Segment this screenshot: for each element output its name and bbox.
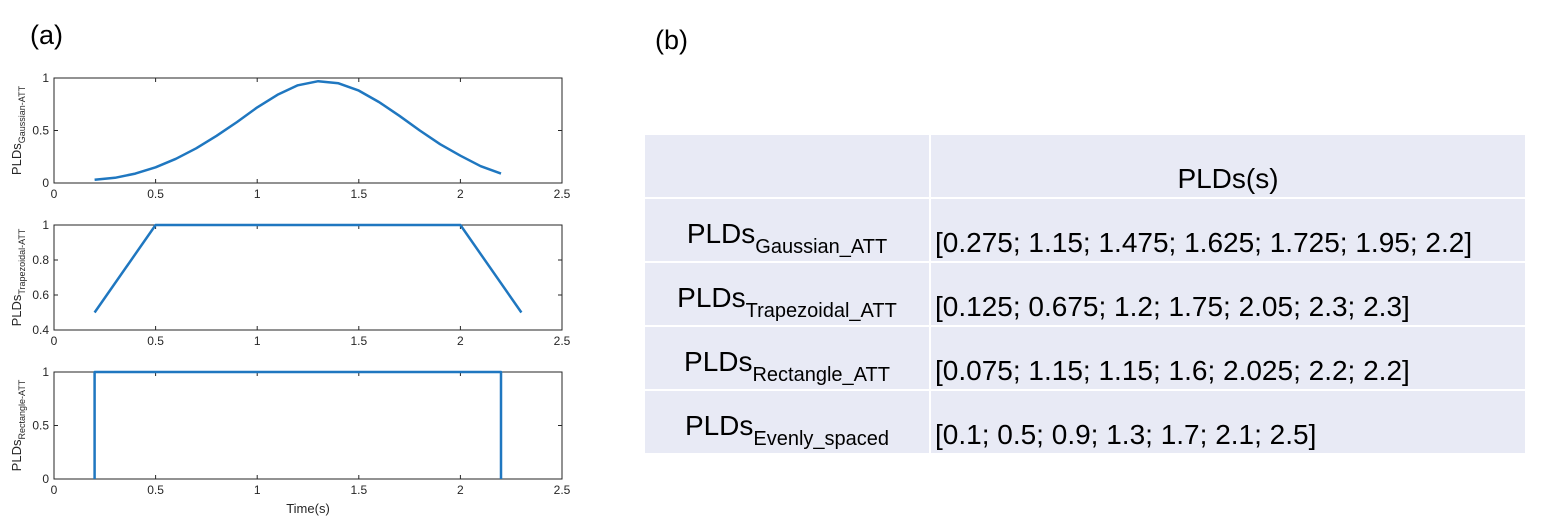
row-name-main: PLDs [684, 410, 754, 441]
y-tick-label: 0.4 [32, 323, 49, 337]
y-tick-label: 0 [42, 472, 49, 486]
x-tick-label: 2 [457, 187, 464, 201]
x-tick-label: 1 [254, 187, 261, 201]
line-plots: 0 0.5 1 1.5 2 2.5 0 0.5 1 PLDsGaussian-ATT 0 0.5 1 1.… [9, 71, 571, 516]
x-tick-label: 2.5 [554, 187, 571, 201]
y-tick-label: 0.8 [32, 253, 49, 267]
row-value-cell: [0.275; 1.15; 1.475; 1.625; 1.725; 1.95;… [929, 197, 1527, 263]
x-tick-label: 1 [254, 483, 261, 497]
row-name-cell: PLDsEvenly_spaced [643, 389, 931, 455]
y-tick-label: 1 [42, 71, 49, 85]
row-name-sub: Trapezoidal_ATT [745, 300, 897, 322]
x-tick-label: 2.5 [554, 334, 571, 348]
y-axis-label: PLDsTrapezoidal-ATT [9, 228, 27, 326]
y-tick-label: 0.5 [32, 419, 49, 433]
y-tick-label: 0.5 [32, 124, 49, 138]
x-tick-label: 0.5 [147, 483, 164, 497]
x-tick-label: 1.5 [350, 334, 367, 348]
row-value-cell: [0.1; 0.5; 0.9; 1.3; 1.7; 2.1; 2.5] [929, 389, 1527, 455]
table-row: PLDsEvenly_spaced [0.1; 0.5; 0.9; 1.3; 1… [643, 389, 1527, 455]
x-tick-label: 0.5 [147, 334, 164, 348]
y-tick-label: 1 [42, 218, 49, 232]
x-tick-label: 1.5 [350, 483, 367, 497]
row-name-cell: PLDsGaussian_ATT [643, 197, 931, 263]
y-tick-label: 0.6 [32, 288, 49, 302]
table-row: PLDsRectangle_ATT [0.075; 1.15; 1.15; 1.… [643, 325, 1527, 391]
series-line [93, 370, 503, 479]
pld-table-grid: PLDs(s) PLDsGaussian_ATT [0.275; 1.15; 1… [643, 133, 1527, 455]
row-name-sub: Rectangle_ATT [752, 364, 890, 386]
x-tick-label: 1.5 [350, 187, 367, 201]
y-axis-label: PLDsGaussian-ATT [9, 85, 27, 175]
x-tick-label: 2.5 [554, 483, 571, 497]
panel-label-b: (b) [655, 25, 688, 55]
series-line [94, 79, 502, 182]
plot-frame [53, 224, 563, 331]
x-tick-label: 1 [254, 334, 261, 348]
x-tick-label: 0 [51, 483, 58, 497]
row-name-sub: Evenly_spaced [753, 428, 890, 450]
row-name-main: PLDs [677, 282, 746, 313]
row-value-cell: [0.075; 1.15; 1.15; 1.6; 2.025; 2.2; 2.2… [929, 325, 1527, 391]
table-header-row: PLDs(s) [643, 133, 1527, 199]
row-value-cell: [0.125; 0.675; 1.2; 1.75; 2.05; 2.3; 2.3… [929, 261, 1527, 327]
table-row: PLDsTrapezoidal_ATT [0.125; 0.675; 1.2; … [643, 261, 1527, 327]
x-tick-label: 2 [457, 334, 464, 348]
y-tick-label: 1 [42, 365, 49, 379]
table-row: PLDsGaussian_ATT [0.275; 1.15; 1.475; 1.… [643, 197, 1527, 263]
x-tick-label: 0.5 [147, 187, 164, 201]
table-header-cell: PLDs(s) [929, 133, 1527, 199]
panel-label-a: (a) [30, 20, 63, 50]
x-axis-label: Time(s) [286, 501, 330, 516]
row-name-main: PLDs [684, 346, 753, 377]
table-corner-cell [643, 133, 931, 199]
row-name-cell: PLDsTrapezoidal_ATT [643, 261, 931, 327]
x-tick-label: 0 [51, 334, 58, 348]
pld-table: PLDs(s) PLDsGaussian_ATT [0.275; 1.15; 1… [643, 133, 1527, 455]
row-name-main: PLDs [686, 218, 756, 249]
series-line [93, 223, 523, 314]
plot-frame [53, 371, 563, 480]
y-tick-label: 0 [42, 176, 49, 190]
y-axis-label: PLDsRectangle-ATT [9, 379, 27, 471]
row-name-sub: Gaussian_ATT [755, 236, 888, 258]
x-tick-label: 2 [457, 483, 464, 497]
row-name-cell: PLDsRectangle_ATT [643, 325, 931, 391]
x-tick-label: 0 [51, 187, 58, 201]
